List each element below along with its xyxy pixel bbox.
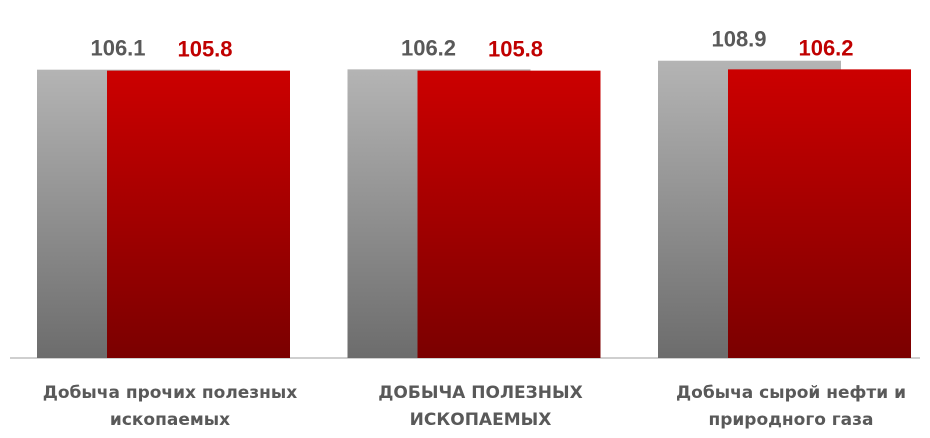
value-label: 106.1 bbox=[90, 36, 145, 61]
value-label: 105.8 bbox=[488, 37, 543, 62]
category-label: Добыча сырой нефти и bbox=[676, 383, 906, 403]
bar-shade bbox=[417, 70, 601, 358]
category-label: ИСКОПАЕМЫХ bbox=[410, 410, 552, 430]
bar-shade bbox=[107, 70, 290, 358]
value-label: 108.9 bbox=[711, 27, 766, 52]
category-label: ДОБЫЧА ПОЛЕЗНЫХ bbox=[378, 383, 582, 403]
bar-shade bbox=[728, 69, 911, 359]
category-label: природного газа bbox=[708, 410, 873, 430]
value-label: 106.2 bbox=[798, 35, 853, 60]
category-label: ископаемых bbox=[110, 410, 230, 430]
value-label: 105.8 bbox=[177, 37, 232, 62]
category-label: Добыча прочих полезных bbox=[43, 383, 298, 403]
value-label: 106.2 bbox=[401, 35, 456, 60]
